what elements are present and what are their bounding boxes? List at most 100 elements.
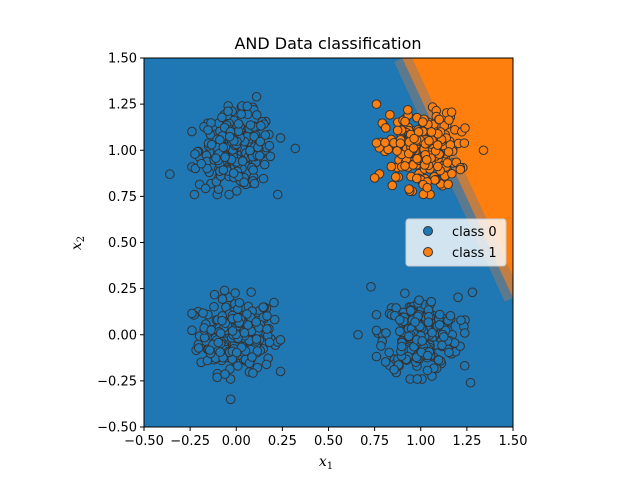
legend: class 0 class 1 — [405, 218, 507, 267]
class1-point — [385, 110, 395, 120]
class0-point — [381, 328, 391, 338]
class0-point — [465, 377, 476, 388]
class0-point — [262, 311, 272, 321]
class1-point — [444, 115, 454, 125]
class0-point — [254, 150, 265, 161]
class0-point — [200, 183, 211, 194]
class0-point — [384, 347, 395, 358]
class1-point — [409, 133, 419, 144]
class0-point — [233, 119, 244, 129]
class1-point — [433, 161, 443, 172]
class0-point — [260, 130, 271, 140]
class0-point — [227, 326, 238, 336]
class0-point — [220, 152, 230, 162]
class0-point — [395, 326, 405, 337]
class0-point — [251, 91, 262, 102]
class0-point — [211, 153, 221, 163]
class1-point — [392, 125, 403, 136]
x-axis-label-sub: 1 — [327, 461, 333, 472]
class0-point — [187, 126, 197, 137]
class1-point — [403, 105, 413, 115]
class0-point — [433, 355, 444, 365]
class0-point — [467, 287, 478, 298]
class0-point — [187, 325, 197, 336]
class1-point — [387, 180, 398, 191]
class0-point — [405, 305, 416, 316]
class0-point — [196, 158, 207, 169]
y-axis-label-sub: 2 — [76, 236, 87, 242]
class0-point — [258, 302, 269, 312]
y-axis-label: x2 — [69, 236, 87, 250]
class0-point — [412, 374, 423, 384]
class0-point — [400, 288, 410, 299]
y-tick-label: 0.25 — [108, 282, 137, 297]
class0-point — [371, 309, 382, 320]
class0-point — [249, 178, 260, 189]
class0-point — [198, 308, 208, 318]
class1-point — [443, 147, 454, 157]
class0-point — [262, 324, 272, 334]
x-tick-label: 0.50 — [314, 434, 343, 449]
class0-point — [246, 287, 256, 297]
class0-point — [422, 350, 433, 361]
class0-point — [212, 372, 222, 383]
class0-point — [248, 165, 259, 175]
class0-point — [218, 165, 229, 175]
class1-point — [421, 155, 432, 165]
class0-point — [209, 301, 219, 312]
x-tick-label: −0.25 — [170, 434, 210, 449]
class0-point — [224, 189, 234, 200]
class0-point — [426, 296, 437, 307]
class0-point — [245, 120, 256, 130]
class0-point — [353, 329, 363, 340]
y-axis-label-main: x — [69, 242, 85, 250]
class1-point — [412, 153, 422, 164]
x-tick-label: 0.75 — [360, 434, 389, 449]
y-tick-label: −0.50 — [97, 421, 137, 436]
class0-point — [438, 332, 449, 342]
class0-point — [251, 334, 262, 344]
class0-point — [290, 143, 301, 154]
class0-point — [225, 394, 236, 405]
class0-point — [220, 369, 230, 379]
class1-point — [442, 158, 453, 168]
class0-point — [251, 317, 261, 327]
y-tick-label: 0.00 — [108, 328, 137, 343]
class0-point — [391, 303, 401, 313]
class1-point — [432, 140, 443, 150]
class0-point — [459, 360, 470, 371]
class0-point — [217, 315, 227, 326]
class1-point — [459, 138, 470, 148]
class0-point — [248, 368, 258, 378]
class0-point — [389, 364, 399, 375]
class0-point — [215, 328, 226, 338]
class0-point — [437, 340, 447, 351]
x-tick-label: 0.00 — [222, 434, 251, 449]
class0-point — [269, 297, 279, 308]
class0-point — [204, 345, 215, 355]
class0-point — [264, 337, 275, 348]
class0-point — [371, 351, 382, 362]
class1-point — [380, 137, 390, 148]
class0-point — [414, 295, 424, 305]
class0-point — [247, 352, 257, 362]
x-tick-label: −0.50 — [124, 434, 164, 449]
x-axis-label-main: x — [319, 454, 327, 470]
class0-point — [234, 297, 245, 308]
class0-point — [376, 341, 386, 351]
class0-point — [256, 121, 266, 131]
y-tick-label: −0.25 — [97, 374, 137, 389]
class0-point — [217, 112, 227, 123]
class0-point — [230, 288, 240, 298]
class0-point — [417, 336, 427, 346]
class0-point — [213, 337, 224, 348]
class1-point — [390, 172, 401, 182]
class0-point — [265, 151, 276, 162]
class0-point — [445, 310, 456, 321]
class0-point — [224, 131, 235, 142]
class0-point — [259, 159, 270, 170]
legend-marker-class1 — [423, 247, 433, 257]
class0-point — [252, 346, 263, 356]
class0-point — [371, 325, 382, 336]
